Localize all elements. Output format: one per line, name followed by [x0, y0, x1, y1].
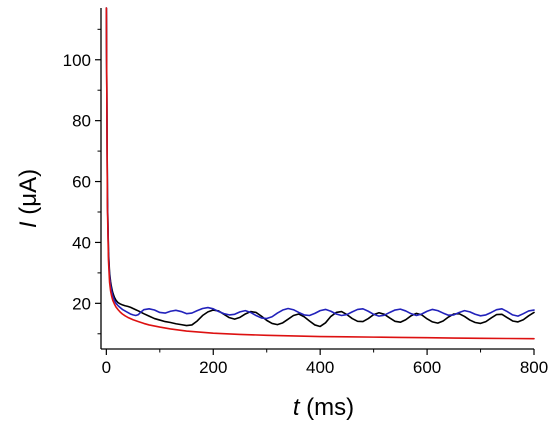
- y-axis-label-symbol: I: [15, 221, 42, 228]
- x-axis-label: t (ms): [293, 394, 354, 421]
- series-line-2: [105, 7, 535, 320]
- series-line-1: [105, 7, 535, 328]
- x-axis-label-symbol: t: [293, 394, 301, 421]
- y-tick-label: 40: [72, 233, 91, 252]
- series-line-3: [105, 7, 535, 340]
- axes-layer: [95, 8, 535, 355]
- y-axis-label-unit: (μA): [15, 169, 42, 222]
- y-axis-label: I (μA): [15, 169, 42, 228]
- y-tick-label: 20: [72, 294, 91, 313]
- labels-layer: 0 200 400 600 800 20 40 60 80 100 t (ms) I (μA): [15, 51, 548, 421]
- x-tick-label: 800: [520, 358, 548, 377]
- x-axis-label-unit: (ms): [300, 394, 355, 421]
- x-tick-label: 200: [199, 358, 227, 377]
- x-tick-label: 400: [306, 358, 334, 377]
- y-tick-label: 60: [72, 173, 91, 192]
- series-layer: [105, 7, 535, 340]
- x-tick-label: 600: [413, 358, 441, 377]
- y-tick-label: 80: [72, 112, 91, 131]
- y-tick-label: 100: [63, 51, 91, 70]
- x-tick-label: 0: [102, 358, 111, 377]
